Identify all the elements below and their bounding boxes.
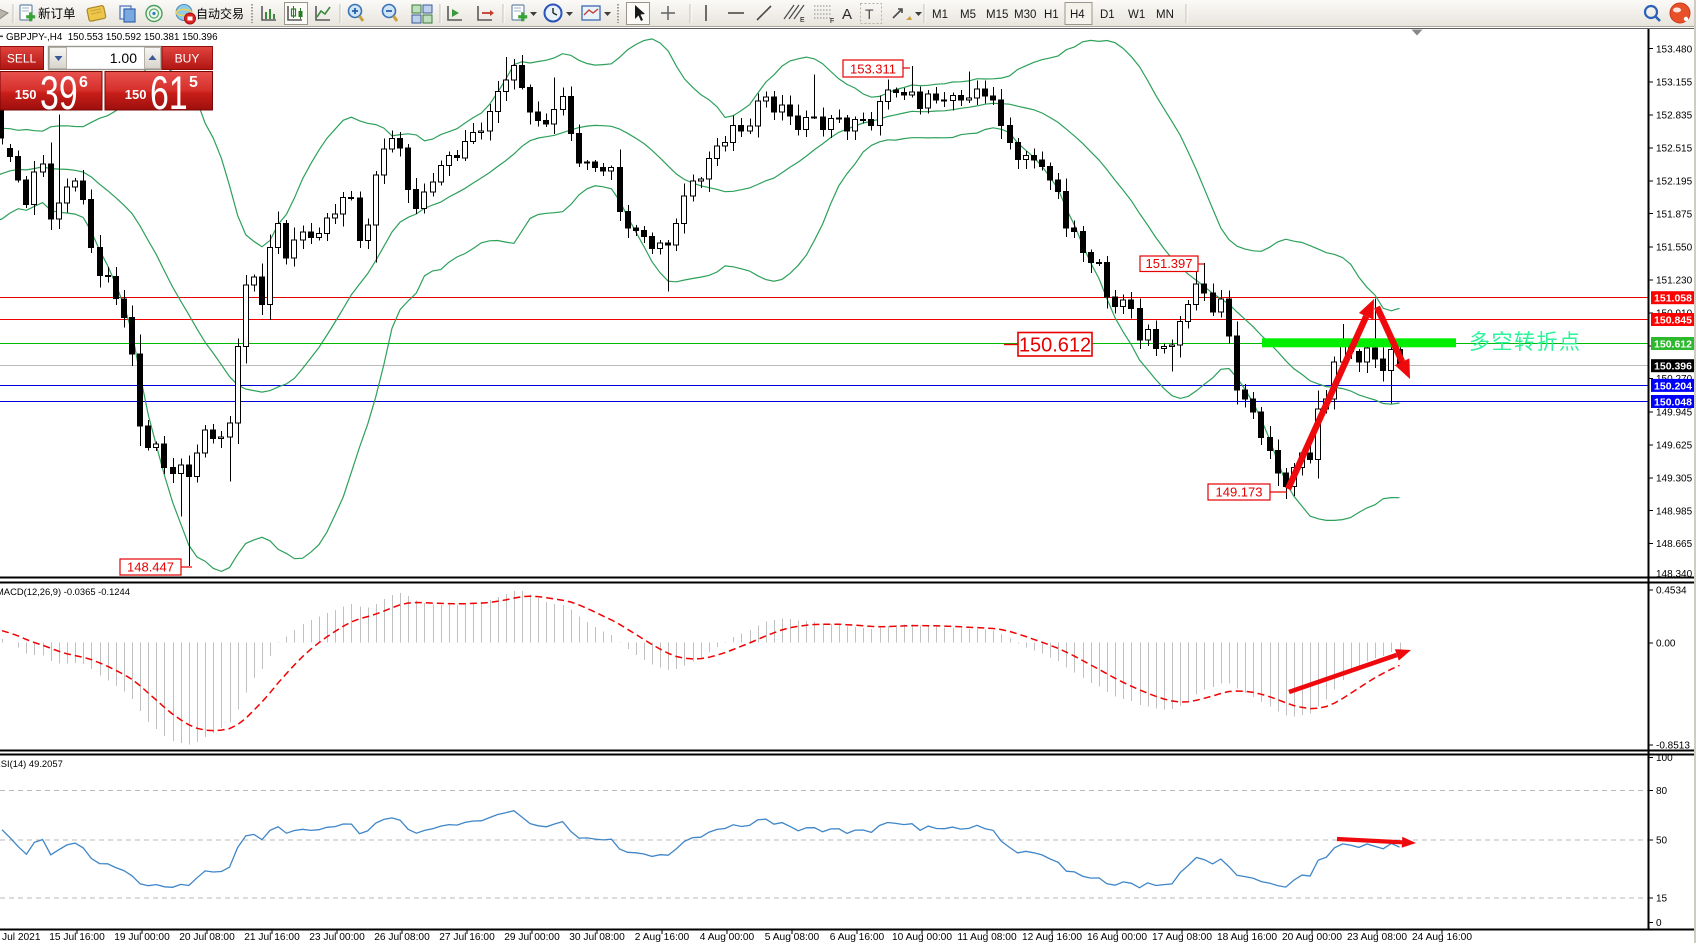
svg-text:H1: H1	[1044, 9, 1059, 21]
svg-text:18 Aug 16:00: 18 Aug 16:00	[1217, 932, 1277, 943]
svg-text:1.00: 1.00	[110, 50, 137, 66]
svg-text:151.550: 151.550	[1656, 243, 1693, 254]
svg-text:148.665: 148.665	[1656, 539, 1693, 550]
svg-text:F: F	[830, 18, 834, 25]
svg-text:Jul 2021: Jul 2021	[2, 932, 41, 943]
svg-text:5: 5	[189, 74, 198, 91]
svg-text:自动交易: 自动交易	[196, 6, 244, 21]
svg-text:150.612: 150.612	[1654, 338, 1692, 350]
svg-text:150.048: 150.048	[1654, 396, 1692, 408]
svg-text:15: 15	[1656, 893, 1668, 904]
svg-text:149.625: 149.625	[1656, 441, 1693, 452]
svg-text:151.397: 151.397	[1146, 256, 1193, 271]
svg-text:152.835: 152.835	[1656, 111, 1693, 122]
svg-text:A: A	[842, 6, 852, 23]
svg-text:多空转折点: 多空转折点	[1469, 331, 1582, 354]
svg-text:5 Aug 08:00: 5 Aug 08:00	[765, 932, 820, 943]
svg-text:D1: D1	[1100, 9, 1115, 21]
svg-text:RSI(14) 49.2057: RSI(14) 49.2057	[0, 758, 63, 769]
svg-text:150: 150	[15, 87, 37, 102]
svg-text:39: 39	[40, 67, 78, 120]
svg-text:19 Jul 00:00: 19 Jul 00:00	[114, 932, 170, 943]
svg-text:100: 100	[1656, 753, 1673, 764]
svg-text:27 Jul 16:00: 27 Jul 16:00	[439, 932, 495, 943]
svg-text:151.875: 151.875	[1656, 209, 1693, 220]
svg-text:150: 150	[125, 87, 147, 102]
svg-text:0.00: 0.00	[1656, 639, 1676, 650]
svg-text:E: E	[800, 17, 805, 24]
svg-text:29 Jul 00:00: 29 Jul 00:00	[504, 932, 560, 943]
svg-text:153.480: 153.480	[1656, 44, 1693, 55]
svg-text:152.195: 152.195	[1656, 176, 1693, 187]
svg-text:61: 61	[150, 67, 188, 120]
svg-text:149.305: 149.305	[1656, 473, 1693, 484]
svg-text:151.230: 151.230	[1656, 276, 1693, 287]
svg-text:153.311: 153.311	[850, 62, 896, 77]
svg-text:149.173: 149.173	[1216, 485, 1263, 500]
svg-text:M5: M5	[960, 9, 976, 21]
svg-text:BUY: BUY	[175, 52, 200, 66]
svg-text:148.985: 148.985	[1656, 506, 1693, 517]
svg-text:2 Aug 16:00: 2 Aug 16:00	[635, 932, 690, 943]
svg-text:M1: M1	[932, 9, 948, 21]
svg-text:30 Jul 08:00: 30 Jul 08:00	[569, 932, 625, 943]
svg-text:M30: M30	[1014, 9, 1036, 21]
svg-text:MN: MN	[1156, 9, 1174, 21]
svg-text:-0.8513: -0.8513	[1656, 741, 1690, 752]
svg-text:4 Aug 00:00: 4 Aug 00:00	[700, 932, 755, 943]
svg-text:151.058: 151.058	[1654, 293, 1692, 305]
svg-text:16 Aug 00:00: 16 Aug 00:00	[1087, 932, 1147, 943]
svg-text:H4: H4	[1070, 9, 1085, 21]
svg-text:0.4534: 0.4534	[1656, 586, 1687, 597]
svg-text:150.612: 150.612	[1019, 335, 1091, 357]
svg-text:149.945: 149.945	[1656, 408, 1693, 419]
svg-text:26 Jul 08:00: 26 Jul 08:00	[374, 932, 430, 943]
svg-text:SELL: SELL	[7, 52, 37, 66]
svg-text:50: 50	[1656, 836, 1668, 847]
svg-text:152.515: 152.515	[1656, 144, 1693, 155]
svg-text:148.340: 148.340	[1656, 569, 1693, 580]
svg-text:23 Jul 00:00: 23 Jul 00:00	[309, 932, 365, 943]
svg-text:6 Aug 16:00: 6 Aug 16:00	[830, 932, 885, 943]
svg-text:150.396: 150.396	[1654, 361, 1692, 373]
svg-text:24 Aug 16:00: 24 Aug 16:00	[1412, 932, 1472, 943]
svg-text:12 Aug 16:00: 12 Aug 16:00	[1022, 932, 1082, 943]
svg-text:20 Jul 08:00: 20 Jul 08:00	[179, 932, 235, 943]
svg-text:M15: M15	[986, 9, 1008, 21]
svg-text:20 Aug 00:00: 20 Aug 00:00	[1282, 932, 1342, 943]
svg-text:17 Aug 08:00: 17 Aug 08:00	[1152, 932, 1212, 943]
svg-text:W1: W1	[1128, 9, 1145, 21]
svg-text:MACD(12,26,9) -0.0365 -0.1244: MACD(12,26,9) -0.0365 -0.1244	[0, 586, 130, 597]
svg-text:150.845: 150.845	[1654, 314, 1692, 326]
svg-text:150.204: 150.204	[1654, 380, 1692, 392]
svg-text:148.447: 148.447	[127, 560, 174, 575]
svg-text:153.155: 153.155	[1656, 78, 1693, 89]
svg-text:80: 80	[1656, 786, 1668, 797]
svg-text:6: 6	[79, 74, 88, 91]
svg-text:新订单: 新订单	[38, 6, 76, 21]
svg-text:23 Aug 08:00: 23 Aug 08:00	[1347, 932, 1407, 943]
svg-text:T: T	[865, 6, 874, 22]
svg-text:11 Aug 08:00: 11 Aug 08:00	[957, 932, 1017, 943]
svg-text:15 Jul 16:00: 15 Jul 16:00	[49, 932, 105, 943]
svg-text:10 Aug 00:00: 10 Aug 00:00	[892, 932, 952, 943]
svg-text:0: 0	[1656, 918, 1662, 929]
svg-text:GBPJPY-,H4 150.553 150.592 15: GBPJPY-,H4 150.553 150.592 150.381 150.3…	[6, 32, 218, 43]
svg-text:21 Jul 16:00: 21 Jul 16:00	[244, 932, 300, 943]
